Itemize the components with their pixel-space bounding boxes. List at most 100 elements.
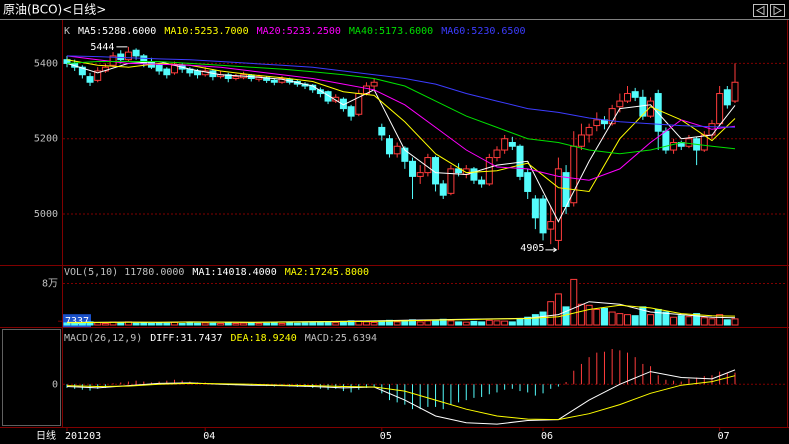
legend-label: MA1:14018.4000 (192, 267, 276, 278)
low-annotation: 4905 (520, 243, 544, 254)
period-label: 日线 (36, 429, 56, 442)
nav-buttons (753, 4, 785, 17)
candle-body (501, 138, 509, 151)
volume-bar (224, 322, 232, 326)
indicator-line (66, 304, 736, 324)
legend-label: MA2:17245.8000 (285, 267, 369, 278)
candle-body (631, 91, 639, 98)
candle-body (439, 183, 447, 196)
volume-bar (600, 307, 608, 326)
volume-bar (194, 322, 202, 326)
y-tick-label: 5000 (34, 209, 58, 220)
volume-bar (247, 322, 255, 326)
y-tick-label: 0 (52, 379, 58, 390)
prev-button[interactable] (753, 4, 768, 17)
title-bar (0, 0, 789, 19)
candle-body (716, 93, 724, 125)
volume-bar (147, 322, 155, 326)
volume-bar (401, 320, 409, 326)
candle-body (554, 168, 562, 241)
volume-bar (508, 321, 516, 326)
volume-bar (631, 315, 639, 326)
volume-bar (201, 322, 209, 326)
legend-label: K (64, 26, 70, 37)
candle-body (232, 76, 240, 79)
candle-body (478, 179, 486, 185)
volume-bar (362, 321, 370, 326)
volume-bar (332, 322, 340, 326)
candle-body (270, 79, 278, 83)
volume-bar (462, 321, 470, 326)
candle-body (455, 168, 463, 174)
legend-label: MA40:5173.6000 (349, 26, 433, 37)
volume-bar (232, 322, 240, 326)
legend-label: DIFF:31.7437 (150, 333, 222, 344)
candle-body (409, 160, 417, 177)
volume-bar (585, 304, 593, 326)
x-tick-label: 06 (541, 431, 553, 442)
next-icon (773, 5, 783, 16)
macd-axis-box (2, 329, 61, 426)
volume-bar (209, 322, 217, 326)
volume-bar (447, 320, 455, 326)
volume-bar (278, 322, 286, 326)
candle-body (654, 93, 662, 132)
candle-body (316, 89, 324, 95)
candle-body (155, 64, 163, 72)
volume-bar (71, 322, 79, 326)
volume-bar (478, 321, 486, 326)
candle-body (539, 198, 547, 234)
volume-bar (324, 321, 332, 326)
candle-body (508, 142, 516, 147)
high-annotation: 5444 (90, 42, 114, 53)
candle-body (593, 119, 601, 127)
next-button[interactable] (770, 4, 785, 17)
volume-bar (424, 320, 432, 326)
candle-body (516, 145, 524, 177)
x-tick-label: 05 (380, 431, 392, 442)
x-tick-label: 04 (203, 431, 215, 442)
candle-body (86, 76, 94, 83)
candle-body (124, 51, 132, 61)
indicator-line (66, 369, 736, 425)
volume-bar (416, 321, 424, 326)
volume-bar (624, 314, 632, 326)
candle-body (470, 168, 478, 181)
volume-bar (255, 322, 263, 326)
candle-body (416, 172, 424, 177)
candle-body (339, 98, 347, 110)
candle-body (670, 142, 678, 151)
y-tick-label: 5400 (34, 58, 58, 69)
volume-bar (693, 313, 701, 326)
volume-bar (263, 322, 271, 326)
volume-bar (654, 308, 662, 326)
indicator-line (66, 375, 736, 421)
volume-bar (485, 319, 493, 326)
indicator-line (66, 55, 736, 128)
volume-bar (570, 278, 578, 326)
volume-bar (240, 322, 248, 326)
legend-label: MACD(26,12,9) (64, 333, 142, 344)
x-tick-label: 201203 (65, 431, 101, 442)
volume-bar (662, 311, 670, 326)
volume-bar (316, 321, 324, 326)
candle-body (117, 53, 125, 61)
legend-label: MACD:25.6394 (305, 333, 377, 344)
volume-bar (554, 293, 562, 326)
candle-body (347, 106, 355, 117)
candle-body (170, 64, 178, 74)
volume-bar (140, 322, 148, 326)
volume-bar (647, 314, 655, 326)
volume-bar (524, 316, 532, 326)
y-tick-label: 8万 (42, 279, 58, 290)
volume-bar (455, 321, 463, 326)
candle-body (78, 66, 86, 76)
candle-body (194, 70, 202, 76)
indicator-line (66, 61, 736, 155)
volume-bar (685, 316, 693, 326)
volume-bar (716, 314, 724, 326)
candle-body (577, 134, 585, 147)
volume-bar (155, 322, 163, 326)
candle-body (324, 91, 332, 102)
volume-bar (178, 322, 186, 326)
